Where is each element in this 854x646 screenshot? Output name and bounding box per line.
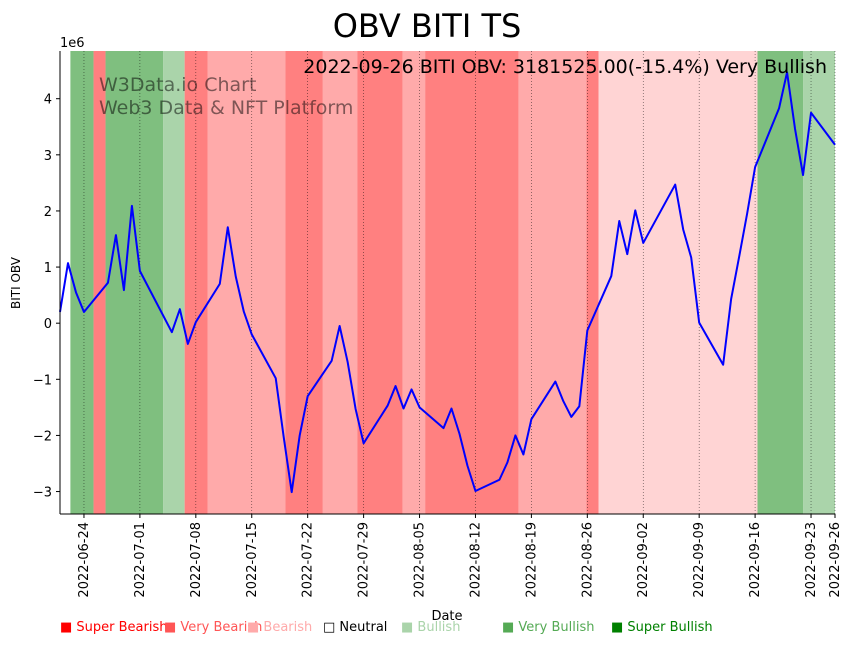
x-tick-label: 2022-09-09 — [692, 522, 707, 598]
legend-item: ■ Very Bearish — [164, 620, 262, 635]
signal-band-0 — [70, 51, 94, 514]
legend-label: Bearish — [263, 620, 313, 635]
signal-band-9 — [402, 51, 426, 514]
signal-band-1 — [93, 51, 106, 514]
x-tick-label: 2022-07-01 — [133, 522, 148, 598]
legend-label: Neutral — [339, 620, 388, 635]
x-tick-label: 2022-07-29 — [357, 522, 372, 598]
signal-band-10 — [425, 51, 519, 514]
y-tick-label: 1 — [44, 261, 52, 276]
date-gridlines — [83, 51, 836, 514]
x-tick-label: 2022-09-26 — [828, 522, 843, 598]
legend-label: Super Bearish — [76, 620, 168, 635]
legend-item: □ Neutral — [323, 620, 387, 635]
y-tick-label: 3 — [44, 149, 52, 164]
signal-band-12 — [586, 51, 599, 514]
x-tick-label: 2022-06-24 — [77, 522, 92, 598]
legend-marker: ■ — [611, 620, 628, 635]
x-tick-label: 2022-07-22 — [301, 522, 316, 598]
signal-band-3 — [163, 51, 185, 514]
watermark-line-2: Web3 Data & NFT Platform — [99, 97, 353, 119]
legend-item: ■ Bearish — [247, 620, 312, 635]
signal-bands — [70, 51, 835, 514]
legend-label: Very Bearish — [180, 620, 263, 635]
x-tick-label: 2022-08-12 — [468, 522, 483, 598]
legend-marker: ■ — [401, 620, 418, 635]
x-tick-label: 2022-07-15 — [245, 522, 260, 598]
signal-band-15 — [803, 51, 835, 514]
x-tick-label: 2022-09-23 — [804, 522, 819, 598]
legend-marker: □ — [323, 620, 340, 635]
signal-band-4 — [184, 51, 208, 514]
signal-band-6 — [285, 51, 323, 514]
legend-label: Bullish — [417, 620, 461, 635]
legend-item: ■ Bullish — [401, 620, 460, 635]
legend-marker: ■ — [60, 620, 77, 635]
obv-series — [59, 71, 836, 494]
legend-label: Super Bullish — [627, 620, 713, 635]
chart-title: OBV BITI TS — [333, 7, 522, 45]
signal-band-2 — [105, 51, 164, 514]
x-tick-label: 2022-09-16 — [748, 522, 763, 598]
y-tick-label: 4 — [44, 93, 52, 108]
x-tick-label: 2022-09-02 — [636, 522, 651, 598]
x-axis-label: Date — [431, 609, 462, 624]
signal-band-13 — [598, 51, 758, 514]
x-tick-label: 2022-07-08 — [189, 522, 204, 598]
y-ticks: 4 3 2 1 0 −1 −2 −3 — [33, 93, 60, 501]
axes — [59, 51, 835, 515]
signal-band-11 — [518, 51, 587, 514]
signal-band-8 — [357, 51, 403, 514]
signal-band-7 — [322, 51, 358, 514]
x-tick-label: 2022-08-26 — [580, 522, 595, 598]
y-tick-label: 0 — [44, 317, 52, 332]
legend-marker: ■ — [164, 620, 181, 635]
legend-marker: ■ — [502, 620, 519, 635]
watermark-line-1: W3Data.io Chart — [99, 74, 256, 96]
y-tick-label: 2 — [44, 205, 52, 220]
x-ticks: 2022-06-24 2022-07-01 2022-07-08 2022-07-15… — [77, 514, 843, 598]
latest-value-annotation: 2022-09-26 BITI OBV: 3181525.00(-15.4%) … — [303, 56, 827, 78]
legend-item: ■ Very Bullish — [502, 620, 594, 635]
y-scale-label: 1e6 — [60, 36, 85, 51]
legend-item: ■ Super Bearish — [60, 620, 168, 635]
y-tick-label: −2 — [33, 429, 52, 444]
y-axis-label: BITI OBV — [9, 256, 23, 309]
y-tick-label: −1 — [33, 373, 52, 388]
signal-band-14 — [757, 51, 804, 514]
legend-item: ■ Super Bullish — [611, 620, 713, 635]
obv-line — [59, 71, 836, 494]
y-tick-label: −3 — [33, 486, 52, 501]
x-tick-label: 2022-08-05 — [413, 522, 428, 598]
legend-marker: ■ — [247, 620, 264, 635]
legend-label: Very Bullish — [518, 620, 595, 635]
x-tick-label: 2022-08-19 — [524, 522, 539, 598]
